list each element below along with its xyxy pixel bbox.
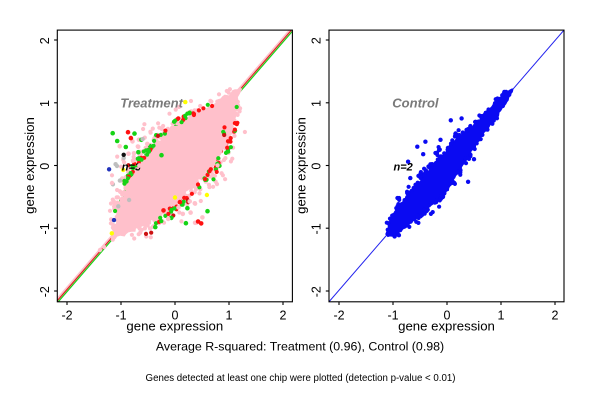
svg-text:2: 2: [552, 309, 559, 323]
svg-text:-1: -1: [38, 223, 52, 234]
svg-text:1: 1: [38, 100, 52, 107]
svg-text:n=3: n=3: [122, 162, 141, 174]
svg-text:-2: -2: [61, 309, 72, 323]
svg-text:2: 2: [38, 37, 52, 44]
svg-text:Genes detected at least one ch: Genes detected at least one chip were pl…: [146, 373, 456, 384]
svg-text:Average R-squared: Treatment (: Average R-squared: Treatment (0.96), Con…: [156, 340, 444, 354]
svg-text:gene expression: gene expression: [294, 117, 309, 214]
svg-text:0: 0: [444, 309, 451, 323]
svg-text:-2: -2: [38, 286, 52, 297]
svg-text:-2: -2: [310, 286, 324, 297]
svg-text:2: 2: [310, 37, 324, 44]
svg-text:-1: -1: [115, 309, 126, 323]
svg-text:1: 1: [498, 309, 505, 323]
svg-text:1: 1: [310, 100, 324, 107]
svg-text:gene expression: gene expression: [398, 319, 495, 334]
svg-text:0: 0: [172, 309, 179, 323]
svg-text:n=2: n=2: [394, 162, 413, 174]
svg-text:1: 1: [226, 309, 233, 323]
svg-text:2: 2: [280, 309, 287, 323]
svg-text:gene expression: gene expression: [22, 117, 37, 214]
svg-text:-1: -1: [310, 223, 324, 234]
svg-text:0: 0: [38, 163, 52, 170]
svg-text:-2: -2: [333, 309, 344, 323]
svg-text:-1: -1: [387, 309, 398, 323]
svg-text:0: 0: [310, 163, 324, 170]
svg-text:Treatment: Treatment: [120, 96, 183, 111]
svg-text:gene expression: gene expression: [126, 319, 223, 334]
svg-text:Control: Control: [392, 96, 439, 111]
